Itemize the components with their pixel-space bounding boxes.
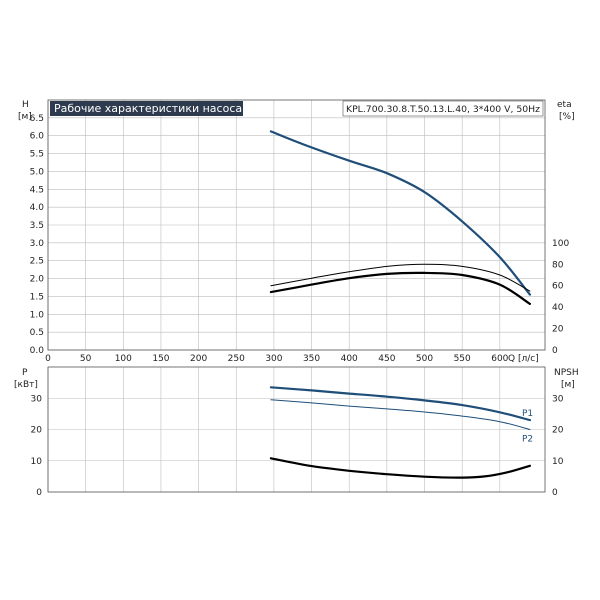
top-y-left-tick-label: 3.0 [30,239,45,249]
top-y-left-tick-label: 4.5 [30,185,44,195]
bottom-y-left-tick-label: 10 [31,457,43,467]
power-p2-curve [270,399,531,430]
series-label-p2: P2 [522,435,533,445]
top-y-right-tick-label: 100 [552,239,569,249]
top-y-left-tick-label: 5.5 [30,150,44,160]
x-tick-label: 200 [190,354,207,364]
series-label-p1: P1 [522,409,533,419]
top-y-left-tick-label: 3.5 [30,221,44,231]
top-y-right-tick-label: 20 [552,325,564,335]
top-y-left-tick-label: 1.5 [30,292,44,302]
x-tick-label: 400 [341,354,358,364]
top-y-left-tick-label: 4.0 [30,203,45,213]
top-chart-ticks: 0 50 100 150 200 250 300 350 400 450 500 550 6000.00… [30,114,570,364]
top-y-right-tick-label: 0 [552,346,558,356]
top-y-left-tick-label: 5.0 [30,167,45,177]
x-tick-label: 150 [152,354,169,364]
x-tick-label: 250 [228,354,245,364]
x-tick-label: 100 [115,354,132,364]
top-y-right-tick-label: 60 [552,282,564,292]
x-tick-label: 450 [378,354,395,364]
bottom-y-right-label-name: NPSH [554,368,579,378]
top-y-left-tick-label: 0.0 [30,346,45,356]
bottom-y-right-label-unit: [м] [561,380,575,390]
top-y-left-tick-label: 2.5 [30,257,44,267]
top-y-left-label-unit: [м] [18,112,32,122]
top-y-left-tick-label: 2.0 [30,275,45,285]
x-tick-label: 350 [303,354,320,364]
head-curve [269,130,531,296]
npsh-curve [269,457,531,479]
bottom-y-left-label-name: P [22,368,28,378]
top-chart-frame [47,99,546,351]
bottom-y-right-tick-label: 10 [552,457,564,467]
x-tick-label: 0 [45,354,51,364]
bottom-y-right-tick-label: 30 [552,394,564,404]
bottom-chart-frame [47,366,546,493]
top-y-right-tick-label: 80 [552,260,564,270]
top-y-left-tick-label: 6.5 [30,114,44,124]
top-y-right-label-unit: [%] [559,112,575,122]
bottom-y-right-tick-label: 0 [552,488,558,498]
x-axis-label: Q [л/с] [508,354,539,364]
top-y-left-tick-label: 1.0 [30,310,45,320]
top-chart-series [269,130,531,305]
chart-title: Рабочие характеристики насоса [54,102,242,115]
efficiency-curve-thick [269,271,531,305]
bottom-y-left-tick-label: 20 [31,426,43,436]
x-tick-label: 300 [265,354,282,364]
top-y-left-tick-label: 0.5 [30,328,44,338]
x-tick-label: 600 [491,354,508,364]
model-label: KPL.700.30.8.T.50.13.L.40, 3*400 V, 50Hz [346,105,540,115]
top-y-right-label-name: eta [557,100,572,110]
chart-title-box [50,101,243,116]
bottom-y-right-tick-label: 20 [552,426,564,436]
model-label-box [342,100,544,117]
x-tick-label: 550 [454,354,471,364]
x-tick-label: 500 [416,354,433,364]
bottom-y-left-label-unit: [кВт] [14,380,38,390]
bottom-y-left-tick-label: 30 [31,394,43,404]
top-y-right-tick-label: 40 [552,303,564,313]
x-tick-label: 50 [80,354,92,364]
power-p1-curve [269,386,531,422]
bottom-y-left-tick-label: 0 [36,488,42,498]
efficiency-curve-thin [270,263,531,292]
bottom-chart-series: P1 P2 [269,386,533,479]
top-y-left-tick-label: 6.0 [30,132,45,142]
bottom-chart-ticks: 0 10 20 30 0 10 20 30 [31,394,564,498]
top-y-left-label-name: H [22,100,29,110]
